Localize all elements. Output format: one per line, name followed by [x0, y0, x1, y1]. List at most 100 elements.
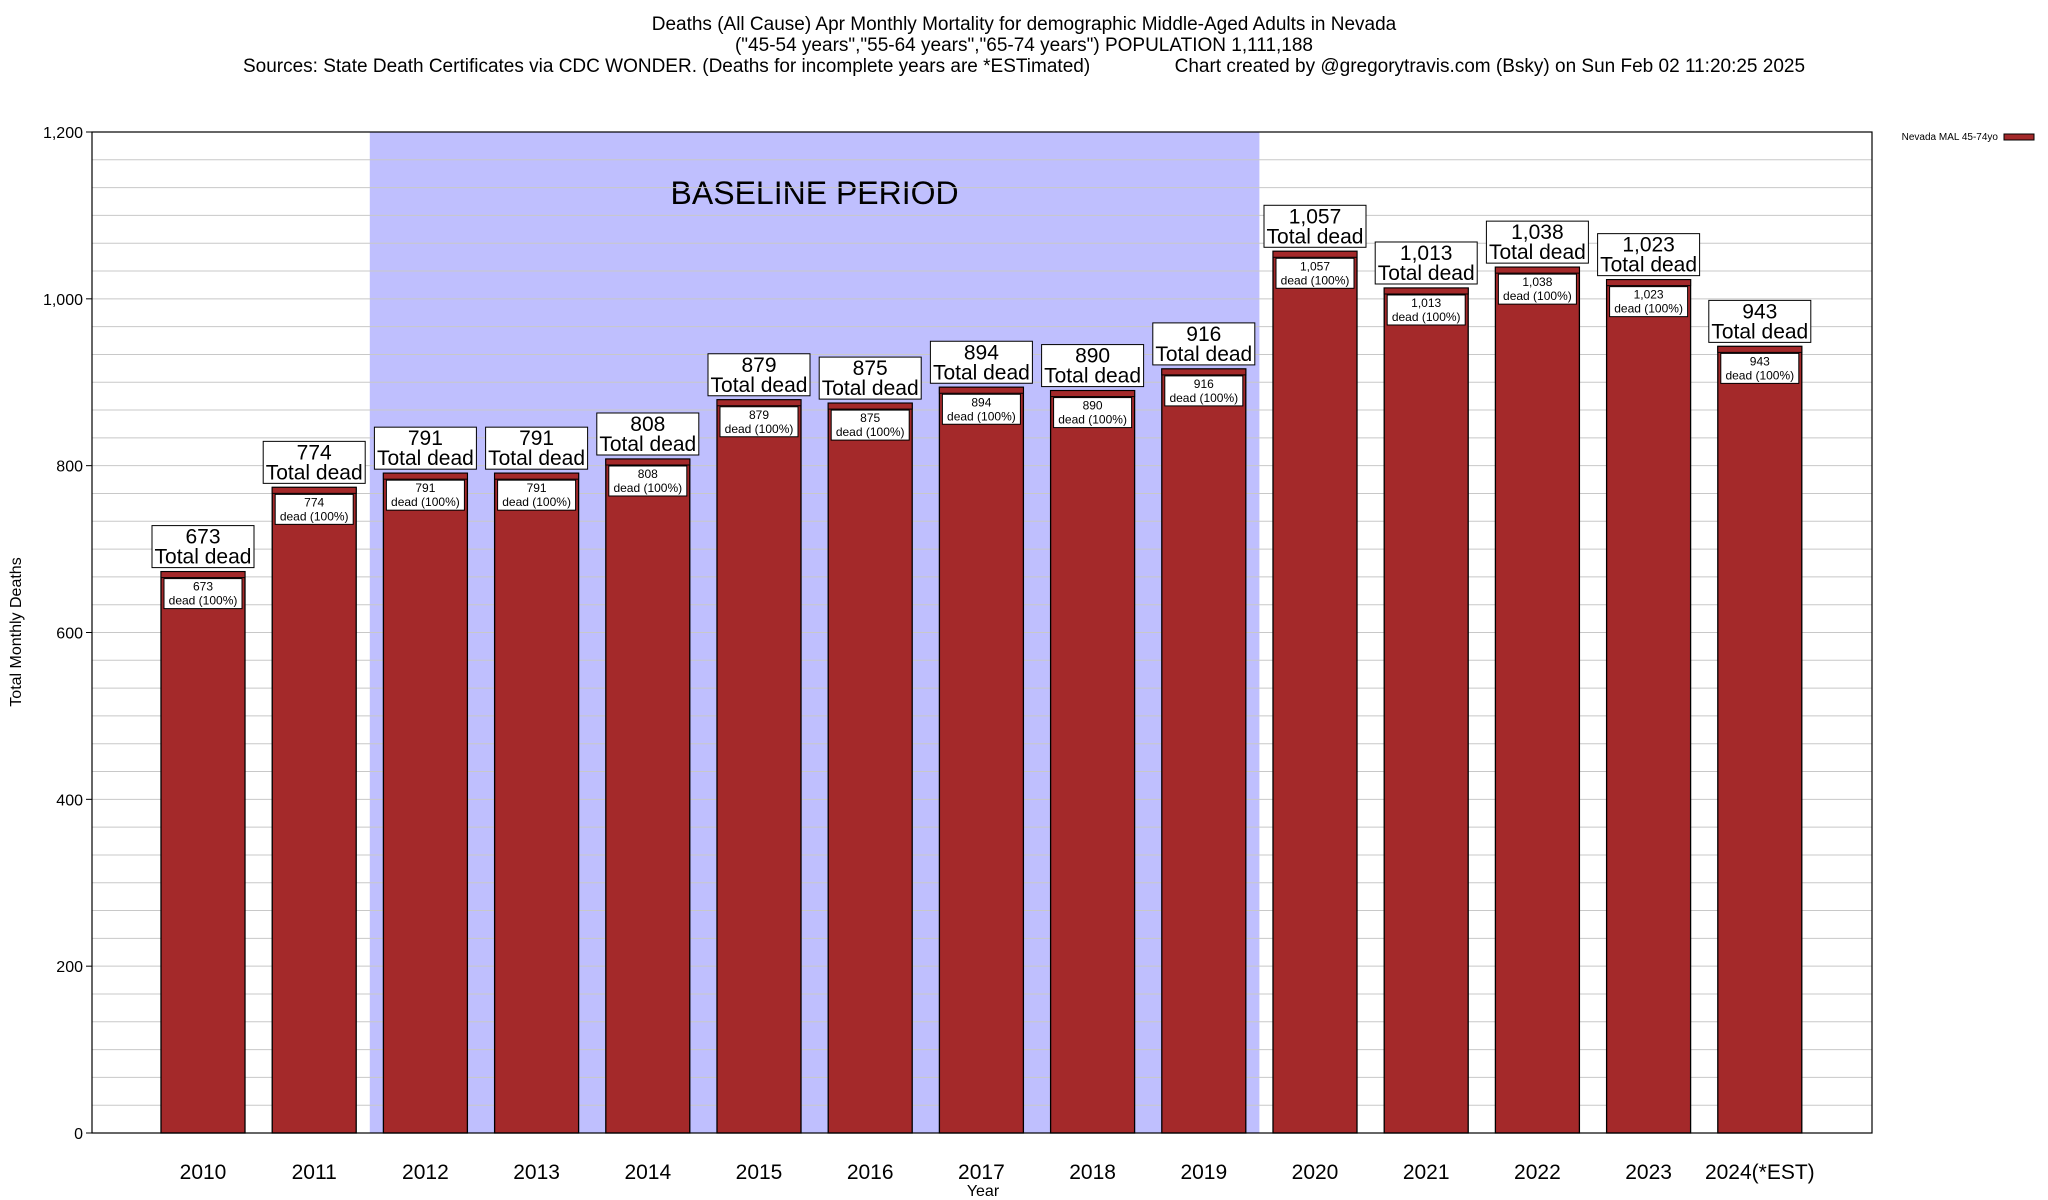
- small-suffix-label: dead (100%): [725, 422, 794, 436]
- small-suffix-label: dead (100%): [391, 495, 460, 509]
- small-value-label: 916: [1194, 377, 1214, 391]
- big-value-label: 879: [741, 354, 776, 377]
- big-label-box: [929, 340, 1033, 384]
- bar-2015: [716, 399, 802, 1134]
- legend: Nevada MAL 45-74yo: [1902, 132, 2035, 143]
- x-tick-label: 2014: [624, 1161, 671, 1184]
- big-suffix-label: Total dead: [1044, 365, 1141, 388]
- bar-cap-2014: [605, 458, 691, 466]
- y-tick-label: 800: [56, 459, 83, 476]
- big-suffix-label: Total dead: [155, 546, 252, 569]
- chart-title: Deaths (All Cause) Apr Monthly Mortality…: [651, 14, 1397, 35]
- legend-swatch: [2003, 133, 2035, 141]
- y-tick-label: 400: [56, 792, 83, 809]
- x-tick-label: 2019: [1180, 1161, 1227, 1184]
- y-tick-label: 1,200: [43, 125, 83, 142]
- small-value-label: 673: [193, 580, 213, 594]
- x-tick-label: 2015: [736, 1161, 783, 1184]
- big-suffix-label: Total dead: [822, 377, 919, 400]
- big-suffix-label: Total dead: [488, 447, 585, 470]
- bar-2021: [1383, 287, 1469, 1134]
- big-label-box: [818, 356, 922, 400]
- small-suffix-label: dead (100%): [1503, 289, 1572, 303]
- big-suffix-label: Total dead: [1155, 343, 1252, 366]
- small-label-box: [1164, 375, 1244, 407]
- big-label-box: [262, 440, 366, 484]
- x-tick-label: 2016: [847, 1161, 894, 1184]
- big-value-label: 1,023: [1622, 234, 1675, 257]
- chart-source-line: Sources: State Death Certificates via CD…: [242, 56, 1806, 77]
- y-tick-label: 600: [56, 626, 83, 643]
- small-value-label: 808: [638, 467, 658, 481]
- big-suffix-label: Total dead: [1267, 225, 1364, 248]
- bar-cap-2016: [827, 402, 913, 410]
- small-suffix-label: dead (100%): [1169, 391, 1238, 405]
- bar-cap-2020: [1272, 250, 1358, 258]
- bar-cap-2015: [716, 399, 802, 407]
- bar-cap-2010: [160, 571, 246, 579]
- big-label-box: [485, 426, 589, 470]
- big-suffix-label: Total dead: [1378, 262, 1475, 285]
- small-label-box: [1386, 294, 1466, 326]
- big-suffix-label: Total dead: [1711, 320, 1808, 343]
- small-suffix-label: dead (100%): [947, 409, 1016, 423]
- small-value-label: 1,038: [1522, 275, 1552, 289]
- small-label-box: [941, 393, 1021, 425]
- bar-2014: [605, 458, 691, 1134]
- bar-cap-2013: [494, 472, 580, 480]
- bar-cap-2023: [1606, 279, 1692, 287]
- y-axis-label: Total Monthly Deaths: [8, 557, 25, 706]
- small-label-box: [1609, 286, 1689, 318]
- x-tick-label: 2020: [1292, 1161, 1339, 1184]
- small-suffix-label: dead (100%): [836, 425, 905, 439]
- big-value-label: 791: [408, 427, 443, 450]
- small-value-label: 1,023: [1634, 288, 1664, 302]
- x-tick-label: 2010: [180, 1161, 227, 1184]
- small-value-label: 894: [971, 395, 991, 409]
- small-value-label: 774: [304, 495, 324, 509]
- big-value-label: 890: [1075, 345, 1110, 368]
- bar-cap-2017: [938, 386, 1024, 394]
- big-value-label: 943: [1742, 300, 1777, 323]
- x-tick-label: 2012: [402, 1161, 449, 1184]
- big-suffix-label: Total dead: [266, 461, 363, 484]
- big-label-box: [1708, 299, 1812, 343]
- baseline-period-label: BASELINE PERIOD: [671, 175, 959, 211]
- small-value-label: 890: [1083, 399, 1103, 413]
- small-suffix-label: dead (100%): [1392, 310, 1461, 324]
- bars-layer: [160, 250, 1803, 1134]
- bar-2023: [1605, 278, 1692, 1134]
- small-suffix-label: dead (100%): [613, 481, 682, 495]
- bar-cap-2019: [1161, 368, 1247, 376]
- big-suffix-label: Total dead: [1600, 254, 1697, 277]
- small-value-label: 791: [415, 481, 435, 495]
- bar-2012: [382, 472, 469, 1134]
- small-label-box: [1497, 273, 1577, 305]
- big-value-label: 1,057: [1289, 205, 1342, 228]
- bar-cap-2021: [1383, 287, 1469, 295]
- big-label-box: [596, 412, 700, 456]
- big-value-label: 894: [964, 341, 999, 364]
- big-suffix-label: Total dead: [933, 361, 1030, 384]
- y-tick-label: 1,000: [43, 292, 83, 309]
- small-label-box: [608, 465, 688, 497]
- chart-title-block: Deaths (All Cause) Apr Monthly Mortality…: [0, 14, 2048, 77]
- big-label-box: [1263, 204, 1367, 248]
- small-value-label: 1,057: [1300, 259, 1330, 273]
- legend-label: Nevada MAL 45-74yo: [1902, 132, 1999, 143]
- big-suffix-label: Total dead: [599, 433, 696, 456]
- small-suffix-label: dead (100%): [1281, 273, 1350, 287]
- big-label-box: [1041, 344, 1145, 388]
- small-label-box: [163, 578, 243, 610]
- bar-2022: [1494, 266, 1581, 1134]
- small-suffix-label: dead (100%): [502, 495, 571, 509]
- small-suffix-label: dead (100%): [280, 509, 349, 523]
- small-suffix-label: dead (100%): [1725, 368, 1794, 382]
- big-value-label: 916: [1186, 323, 1221, 346]
- y-tick-label: 0: [74, 1126, 83, 1143]
- small-label-box: [830, 409, 910, 441]
- big-label-box: [1597, 233, 1701, 277]
- big-suffix-label: Total dead: [377, 447, 474, 470]
- big-label-box: [373, 426, 477, 470]
- big-label-box: [707, 353, 811, 397]
